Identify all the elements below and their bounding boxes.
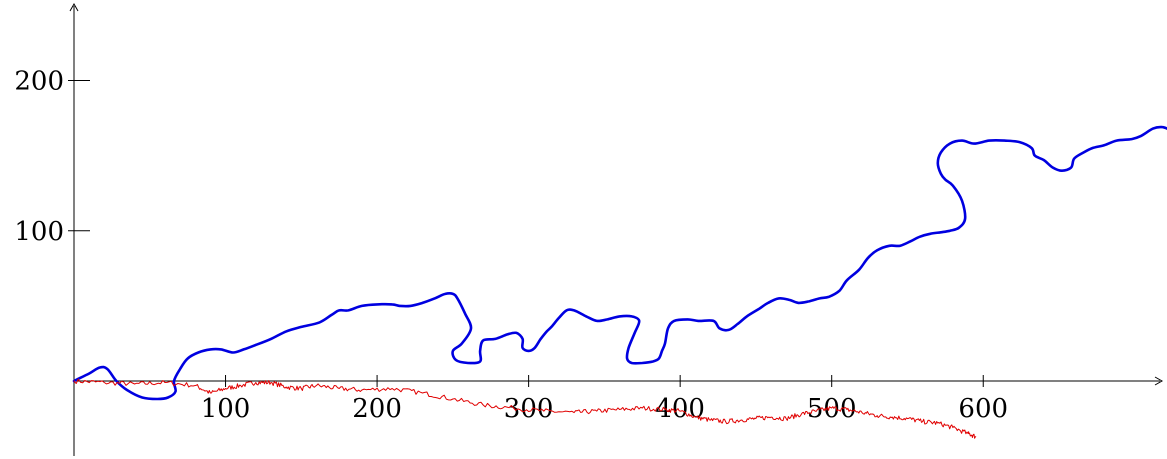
series-group xyxy=(72,125,1167,439)
x-tick-label: 600 xyxy=(958,394,1008,424)
y-axis-arrow xyxy=(69,2,79,12)
series-line-2 xyxy=(73,378,977,439)
x-axis-arrow xyxy=(1154,376,1164,386)
series-line-1 xyxy=(72,125,1167,401)
x-tick-label: 400 xyxy=(655,394,705,424)
y-tick-label: 100 xyxy=(14,217,64,247)
y-tick-label: 200 xyxy=(14,67,64,97)
x-tick-label: 100 xyxy=(201,394,251,424)
x-tick-label: 500 xyxy=(807,394,857,424)
x-tick-label: 200 xyxy=(352,394,402,424)
